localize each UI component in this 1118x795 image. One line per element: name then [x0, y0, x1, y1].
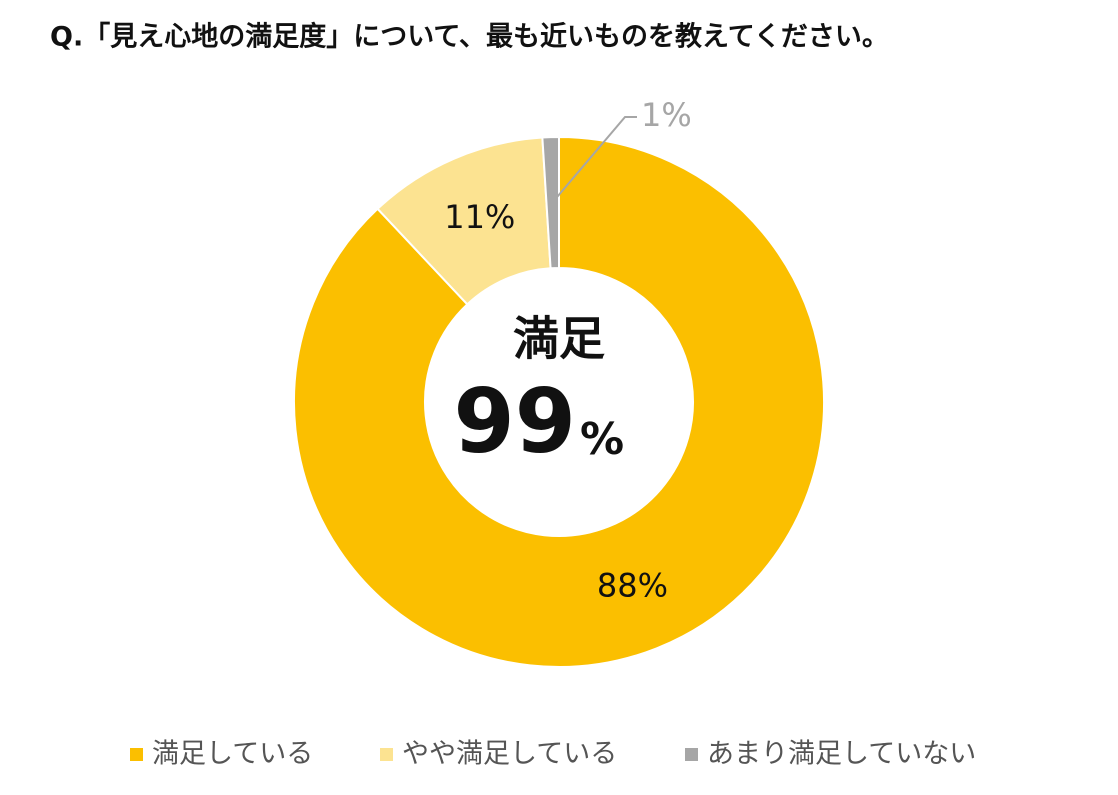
chart-title: Q.「見え心地の満足度」について、最も近いものを教えてください。: [50, 21, 889, 53]
legend-swatch: [685, 748, 698, 761]
legend-label: 満足している: [152, 739, 313, 770]
legend-swatch: [380, 748, 393, 761]
center-value: 99: [454, 370, 576, 473]
legend-label: あまり満足していない: [707, 739, 976, 770]
center-unit: %: [580, 414, 624, 465]
data-label: 11%: [444, 198, 515, 236]
data-label: 1%: [641, 96, 692, 134]
leader-line: [551, 116, 637, 203]
legend-swatch: [130, 748, 143, 761]
data-label: 88%: [597, 566, 668, 604]
center-label: 満足: [513, 312, 605, 366]
legend-label: やや満足している: [402, 739, 617, 770]
donut-slice: [541, 135, 560, 270]
donut-slice: [293, 135, 825, 668]
